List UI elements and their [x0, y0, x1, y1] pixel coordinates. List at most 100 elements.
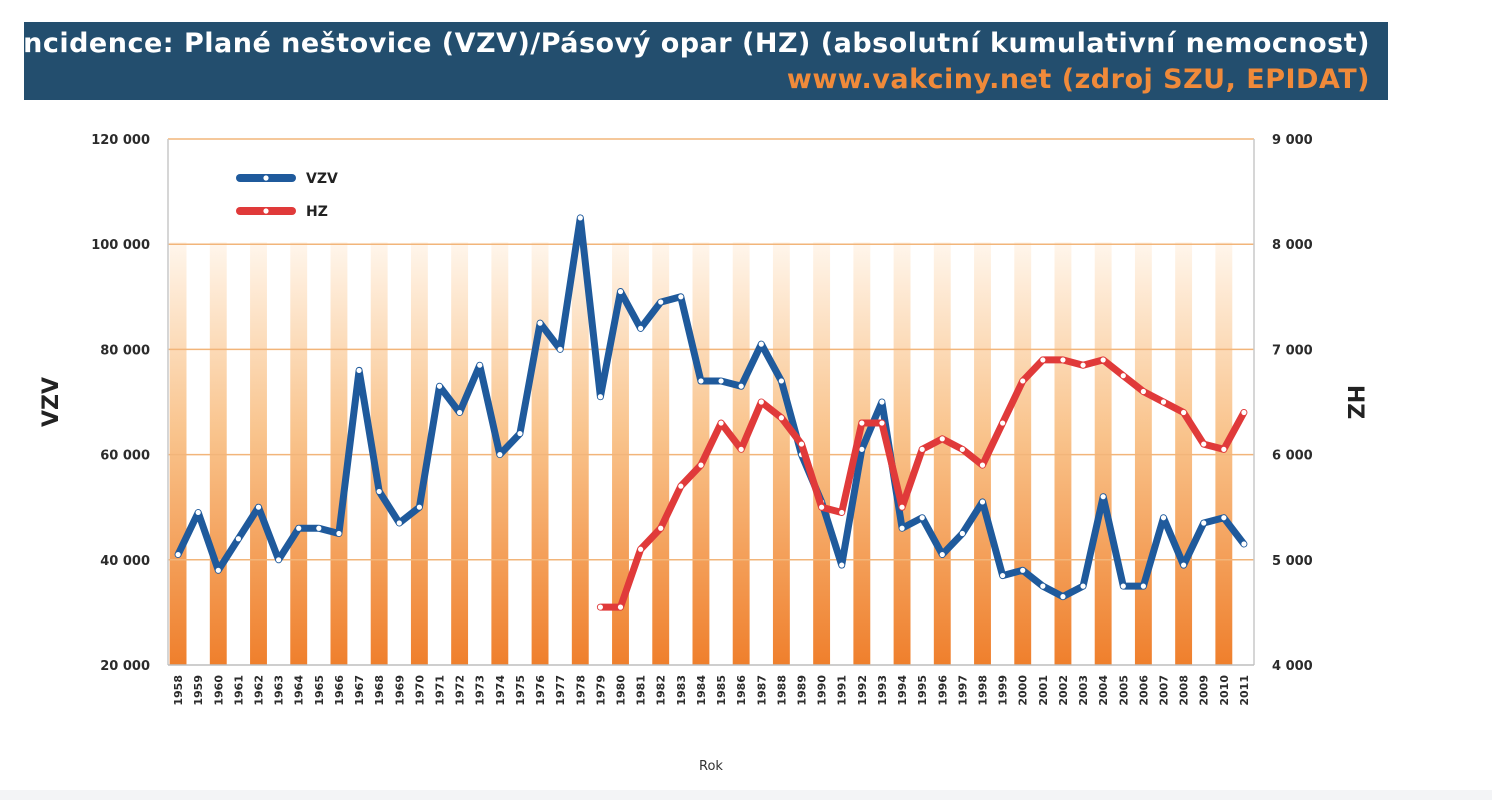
- data-point-vzv: [235, 536, 241, 542]
- data-point-hz: [617, 604, 624, 610]
- x-tick-label: 1985: [715, 675, 728, 706]
- background-bar: [933, 242, 951, 665]
- data-point-vzv: [436, 383, 443, 389]
- y-axis-title-right: HZ: [1342, 385, 1367, 419]
- x-tick-label: 2011: [1238, 675, 1251, 706]
- data-point-vzv: [195, 509, 201, 516]
- x-tick-label: 1961: [232, 675, 245, 706]
- x-tick-label: 1986: [735, 675, 748, 706]
- data-point-vzv: [577, 215, 583, 221]
- x-tick-label: 1970: [413, 675, 426, 706]
- x-tick-label: 1987: [755, 675, 768, 706]
- background-bar: [571, 242, 589, 665]
- x-tick-label: 2002: [1057, 675, 1070, 706]
- data-point-vzv: [276, 557, 282, 563]
- x-tick-label: 1993: [876, 675, 889, 706]
- x-tick-label: 1965: [313, 675, 326, 706]
- data-point-vzv: [1241, 541, 1247, 547]
- data-point-vzv: [698, 378, 704, 384]
- data-point-hz: [778, 415, 784, 421]
- legend-label-hz: HZ: [306, 204, 328, 220]
- data-point-vzv: [477, 362, 483, 368]
- y-tick-label-left: 20 000: [100, 659, 150, 674]
- data-point-vzv: [1221, 515, 1227, 521]
- data-point-hz: [758, 399, 764, 405]
- x-tick-label: 2010: [1218, 675, 1231, 706]
- data-point-vzv: [255, 504, 262, 510]
- data-point-vzv: [919, 515, 925, 521]
- x-tick-label: 1990: [816, 675, 829, 706]
- x-tick-label: 1960: [212, 675, 225, 706]
- x-tick-label: 1981: [635, 675, 648, 706]
- data-point-hz: [839, 509, 845, 516]
- data-point-hz: [1201, 441, 1207, 447]
- data-point-vzv: [859, 446, 865, 452]
- data-point-hz: [678, 483, 684, 489]
- data-point-vzv: [979, 499, 986, 505]
- x-tick-label: 1977: [554, 675, 567, 706]
- chart-title: Incidence: Plané neštovice (VZV)/Pásový …: [12, 28, 1370, 59]
- x-tick-label: 1982: [655, 675, 668, 706]
- x-tick-label: 1978: [574, 675, 587, 706]
- legend-label-vzv: VZV: [306, 171, 338, 187]
- data-point-vzv: [658, 299, 664, 305]
- x-tick-label: 1988: [775, 675, 788, 706]
- background-bar: [330, 242, 348, 665]
- x-tick-label: 1966: [333, 675, 346, 706]
- x-tick-label: 1958: [172, 675, 185, 706]
- x-tick-label: 1968: [373, 675, 386, 706]
- data-point-vzv: [758, 341, 764, 347]
- x-tick-label: 1973: [474, 675, 487, 706]
- data-point-vzv: [1000, 572, 1006, 579]
- background-bar: [893, 242, 911, 665]
- footer-strip: [0, 790, 1492, 800]
- x-tick-label: 1980: [615, 675, 628, 706]
- x-tick-label: 1995: [916, 675, 929, 706]
- x-tick-label: 1974: [494, 675, 507, 706]
- y-tick-label-right: 7 000: [1272, 343, 1313, 358]
- y-tick-label-left: 80 000: [100, 343, 150, 358]
- data-point-vzv: [617, 288, 624, 295]
- x-tick-label: 1997: [956, 675, 969, 706]
- data-point-vzv: [1120, 583, 1126, 589]
- data-point-vzv: [597, 394, 603, 400]
- x-tick-label: 1964: [293, 675, 306, 706]
- background-bar: [1054, 242, 1072, 665]
- data-point-hz: [1060, 357, 1066, 363]
- x-tick-label: 1984: [695, 675, 708, 706]
- x-tick-label: 2009: [1198, 675, 1211, 706]
- x-tick-label: 1975: [514, 675, 527, 706]
- data-point-vzv: [356, 367, 362, 374]
- data-point-vzv: [718, 378, 724, 384]
- data-point-hz: [1241, 409, 1247, 416]
- source-credit: www.vakciny.net (zdroj SZU, EPIDAT): [786, 64, 1370, 95]
- data-point-vzv: [457, 409, 463, 416]
- data-point-vzv: [376, 488, 382, 495]
- x-tick-label: 1959: [192, 675, 205, 706]
- data-point-hz: [718, 420, 724, 426]
- data-point-vzv: [1080, 583, 1086, 589]
- background-bar: [772, 242, 790, 665]
- data-point-vzv: [396, 520, 402, 526]
- data-point-vzv: [557, 346, 563, 352]
- data-point-vzv: [959, 530, 965, 537]
- data-point-vzv: [939, 551, 945, 558]
- data-point-vzv: [839, 562, 845, 568]
- data-point-vzv: [678, 294, 684, 300]
- data-point-vzv: [1160, 515, 1167, 521]
- data-point-hz: [698, 462, 704, 468]
- data-point-vzv: [879, 399, 885, 405]
- x-tick-label: 2007: [1158, 675, 1171, 706]
- data-point-hz: [859, 420, 865, 426]
- background-bar: [290, 242, 308, 665]
- data-point-hz: [899, 504, 905, 510]
- y-axis-title-left: VZV: [39, 377, 64, 427]
- data-point-vzv: [517, 430, 523, 437]
- background-bar: [250, 242, 267, 665]
- x-tick-label: 2000: [1017, 675, 1030, 706]
- data-point-vzv: [778, 378, 784, 384]
- y-tick-label-right: 6 000: [1272, 449, 1313, 464]
- data-point-vzv: [1140, 583, 1146, 589]
- background-bar: [1094, 242, 1112, 665]
- data-point-vzv: [416, 504, 422, 510]
